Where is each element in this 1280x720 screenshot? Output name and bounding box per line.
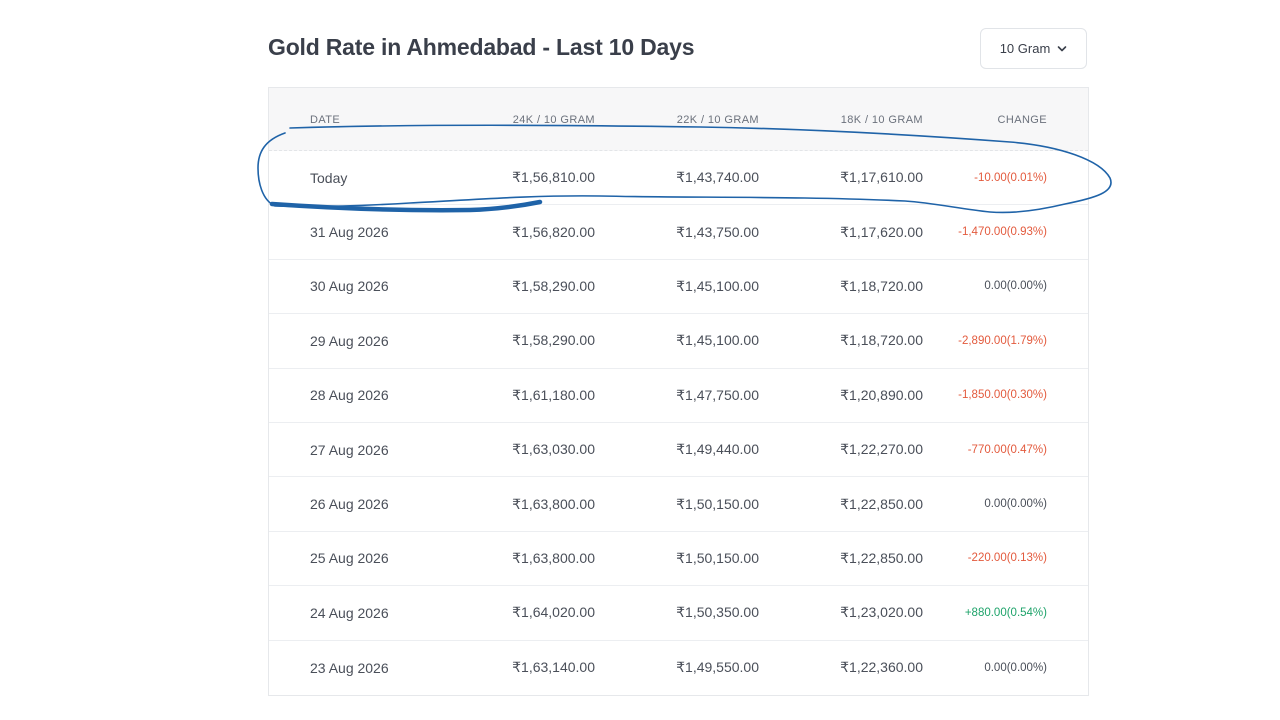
row-change: -2,890.00(1.79%) [958, 334, 1047, 347]
row-18k-price: ₹1,18,720.00 [840, 277, 923, 294]
row-22k-price: ₹1,43,740.00 [676, 169, 759, 186]
row-date: 25 Aug 2026 [310, 550, 389, 567]
table-row: 29 Aug 2026 ₹1,58,290.00 ₹1,45,100.00 ₹1,18… [269, 314, 1088, 369]
row-18k-price: ₹1,20,890.00 [840, 386, 923, 403]
table-row: 27 Aug 2026 ₹1,63,030.00 ₹1,49,440.00 ₹1,22… [269, 423, 1088, 478]
row-change: +880.00(0.54%) [964, 606, 1047, 619]
row-date: 24 Aug 2026 [310, 604, 389, 621]
table-row: 23 Aug 2026 ₹1,63,140.00 ₹1,49,550.00 ₹1,22… [269, 641, 1088, 695]
row-18k-price: ₹1,18,720.00 [840, 332, 923, 349]
table-row: 30 Aug 2026 ₹1,58,290.00 ₹1,45,100.00 ₹1,18… [269, 260, 1088, 315]
table-row: 28 Aug 2026 ₹1,61,180.00 ₹1,47,750.00 ₹1,20… [269, 369, 1088, 423]
row-22k-price: ₹1,49,440.00 [676, 441, 759, 458]
row-date: 28 Aug 2026 [310, 387, 389, 404]
page-title: Gold Rate in Ahmedabad - Last 10 Days [268, 34, 695, 60]
table-row: 25 Aug 2026 ₹1,63,800.00 ₹1,50,150.00 ₹1,22… [269, 532, 1088, 587]
row-24k-price: ₹1,63,800.00 [512, 495, 595, 512]
row-24k-price: ₹1,58,290.00 [512, 332, 595, 349]
row-change: -1,470.00(0.93%) [958, 226, 1047, 239]
row-24k-price: ₹1,56,820.00 [512, 223, 595, 240]
table-row: Today ₹1,56,810.00 ₹1,43,740.00 ₹1,17,610.0… [269, 151, 1088, 206]
row-date: 26 Aug 2026 [310, 496, 389, 513]
row-24k-price: ₹1,63,030.00 [512, 441, 595, 458]
row-change: 0.00(0.00%) [984, 498, 1047, 511]
row-18k-price: ₹1,17,620.00 [840, 223, 923, 240]
table-body: Today ₹1,56,810.00 ₹1,43,740.00 ₹1,17,610.0… [269, 151, 1088, 695]
row-change: -770.00(0.47%) [967, 443, 1047, 456]
row-22k-price: ₹1,45,100.00 [676, 332, 759, 349]
row-22k-price: ₹1,50,150.00 [676, 495, 759, 512]
row-24k-price: ₹1,58,290.00 [512, 277, 595, 294]
row-22k-price: ₹1,49,550.00 [676, 659, 759, 676]
row-24k-price: ₹1,63,140.00 [512, 659, 595, 676]
row-22k-price: ₹1,50,150.00 [676, 549, 759, 566]
row-date: 29 Aug 2026 [310, 332, 389, 349]
unit-dropdown-value: 10 Gram [999, 41, 1051, 56]
row-change: -1,850.00(0.30%) [958, 389, 1047, 402]
row-change: 0.00(0.00%) [984, 280, 1047, 293]
row-24k-price: ₹1,64,020.00 [512, 604, 595, 621]
table-row: 24 Aug 2026 ₹1,64,020.00 ₹1,50,350.00 ₹1,23… [269, 586, 1088, 641]
column-header-date: DATE [310, 114, 341, 126]
row-date: 23 Aug 2026 [310, 659, 389, 676]
column-header-22k: 22K / 10 GRAM [676, 114, 759, 126]
row-change: 0.00(0.00%) [984, 661, 1047, 674]
row-24k-price: ₹1,56,810.00 [512, 169, 595, 186]
row-18k-price: ₹1,23,020.00 [840, 604, 923, 621]
row-22k-price: ₹1,50,350.00 [676, 604, 759, 621]
column-header-24k: 24K / 10 GRAM [512, 114, 595, 126]
column-header-change: CHANGE [997, 114, 1047, 126]
row-22k-price: ₹1,43,750.00 [676, 223, 759, 240]
row-22k-price: ₹1,47,750.00 [676, 386, 759, 403]
gold-rate-table: DATE 24K / 10 GRAM 22K / 10 GRAM 18K / 1… [268, 87, 1089, 696]
row-22k-price: ₹1,45,100.00 [676, 277, 759, 294]
row-date: 31 Aug 2026 [310, 224, 389, 241]
row-date: Today [310, 169, 348, 186]
table-header: DATE 24K / 10 GRAM 22K / 10 GRAM 18K / 1… [269, 88, 1088, 151]
row-18k-price: ₹1,22,360.00 [840, 659, 923, 676]
row-24k-price: ₹1,61,180.00 [512, 386, 595, 403]
row-18k-price: ₹1,22,850.00 [840, 549, 923, 566]
row-18k-price: ₹1,17,610.00 [840, 169, 923, 186]
row-date: 30 Aug 2026 [310, 278, 389, 295]
row-18k-price: ₹1,22,850.00 [840, 495, 923, 512]
unit-dropdown[interactable]: 10 Gram [980, 28, 1087, 69]
chevron-down-icon [1057, 45, 1067, 51]
row-24k-price: ₹1,63,800.00 [512, 549, 595, 566]
table-row: 26 Aug 2026 ₹1,63,800.00 ₹1,50,150.00 ₹1,22… [269, 477, 1088, 532]
column-header-18k: 18K / 10 GRAM [840, 114, 923, 126]
row-change: -220.00(0.13%) [967, 552, 1047, 565]
table-row: 31 Aug 2026 ₹1,56,820.00 ₹1,43,750.00 ₹1,17… [269, 205, 1088, 260]
row-change: -10.00(0.01%) [974, 171, 1047, 184]
row-18k-price: ₹1,22,270.00 [840, 441, 923, 458]
row-date: 27 Aug 2026 [310, 441, 389, 458]
